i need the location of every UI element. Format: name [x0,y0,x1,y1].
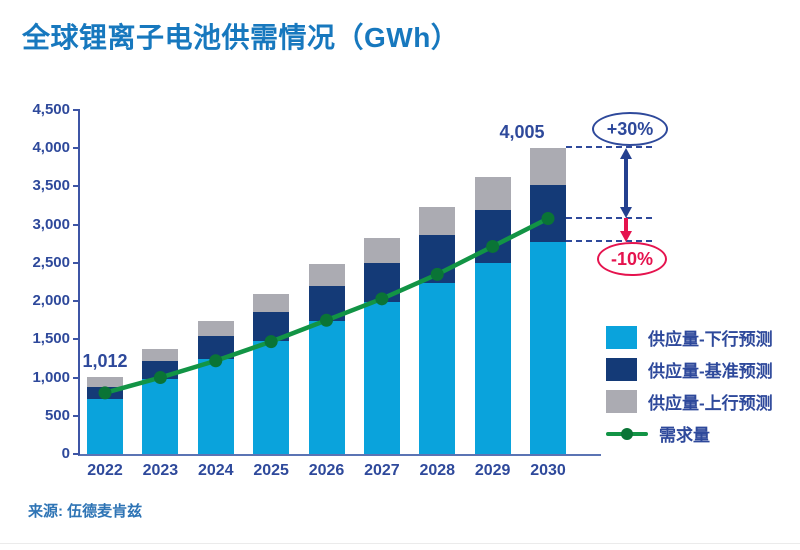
bar-segment [474,262,511,454]
y-tick-mark [73,453,80,455]
arrowhead-down-red-icon [620,231,632,242]
bar-segment [419,282,456,454]
bar-segment [474,177,511,211]
bar-segment [253,294,290,312]
y-tick-label: 1,000 [32,368,70,386]
arrowhead-up-icon [620,148,632,159]
bar-segment [474,210,511,263]
legend-label: 供应量-基准预测 [648,362,773,381]
bar-segment [308,285,345,322]
legend-swatch-icon [606,358,637,381]
x-axis-year-label: 2024 [197,462,234,479]
legend-label: 供应量-上行预测 [648,394,773,413]
y-tick-label: 500 [44,406,70,424]
legend-swatch-icon [606,326,637,349]
y-tick-mark [73,414,80,417]
legend-item: 供应量-上行预测 [606,390,773,413]
legend-item: 供应量-下行预测 [606,326,773,349]
bar-segment [197,320,234,336]
y-tick-label: 0 [61,445,70,462]
bar-segment [87,398,123,454]
legend-label: 需求量 [659,426,710,445]
chart-title: 全球锂离子电池供需情况（GWh） [22,22,460,53]
y-tick-mark [73,147,80,150]
bar-segment [87,387,123,399]
bar-segment [363,262,400,302]
bar-segment [197,335,234,360]
bar-segment [530,242,566,454]
x-axis-year-label: 2023 [142,462,179,479]
bar-segment [530,184,566,242]
bar-segment [142,379,179,454]
x-axis-year-label: 2025 [253,462,289,479]
bar-segment [419,206,456,236]
y-tick-mark [73,223,80,226]
dashed-leader-middle [566,217,652,219]
y-tick-mark [73,185,80,188]
legend-line-icon [606,422,648,445]
x-axis-year-label: 2029 [474,462,511,479]
range-arrow [620,148,632,242]
legend-line-dot [621,428,633,440]
upper-percent-label: +30% [606,118,654,139]
lower-percent-badge: -10% [597,242,667,276]
upper-percent-badge: +30% [592,112,668,146]
legend: 供应量-下行预测 供应量-基准预测 供应量-上行预测需求量 [606,326,773,445]
bar-segment [197,359,234,454]
legend-item: 供应量-基准预测 [606,358,773,381]
legend-item: 需求量 [606,422,773,445]
y-tick-mark [73,338,80,341]
source-attribution: 来源: 伍德麦肯兹 [28,503,143,520]
bar-segment [87,376,123,388]
y-tick-mark [73,300,80,303]
dashed-leader-lower [566,240,652,242]
y-tick-label: 4,000 [32,139,70,157]
y-tick-label: 2,000 [32,292,70,310]
y-tick-label: 2,500 [32,253,70,271]
bar-segment [253,340,290,454]
bar-total-label: 1,012 [82,350,128,371]
x-axis-year-label: 2022 [87,462,123,479]
bar-segment [308,264,345,286]
bar-segment [419,235,456,283]
legend-swatch-icon [606,390,637,413]
x-axis-year-label: 2030 [530,462,566,479]
bottom-divider [0,543,800,544]
y-tick-label: 3,500 [32,177,70,195]
y-tick-mark [73,376,80,379]
arrowhead-down-blue-icon [620,207,632,218]
x-axis-year-label: 2026 [308,462,345,479]
bar-segment [253,311,290,341]
x-axis-year-label: 2027 [364,462,400,479]
x-axis-year-label: 2028 [419,462,456,479]
y-tick-label: 3,000 [32,215,70,233]
bar-segment [363,301,400,454]
dashed-leader-upper [566,146,652,148]
y-tick-mark [73,261,80,264]
legend-label: 供应量-下行预测 [648,330,773,349]
lower-percent-label: -10% [610,248,654,269]
bar-segment [530,147,566,185]
y-tick-mark [73,109,80,111]
bar-segment [308,321,345,454]
bar-total-label: 4,005 [499,121,545,142]
y-tick-label: 4,500 [32,101,70,118]
y-tick-label: 1,500 [32,330,70,348]
plot-area: 0 500 1,000 1,500 2,000 2,500 3,000 3,500 4,000 4… [32,101,601,479]
bar-segment [363,237,400,263]
